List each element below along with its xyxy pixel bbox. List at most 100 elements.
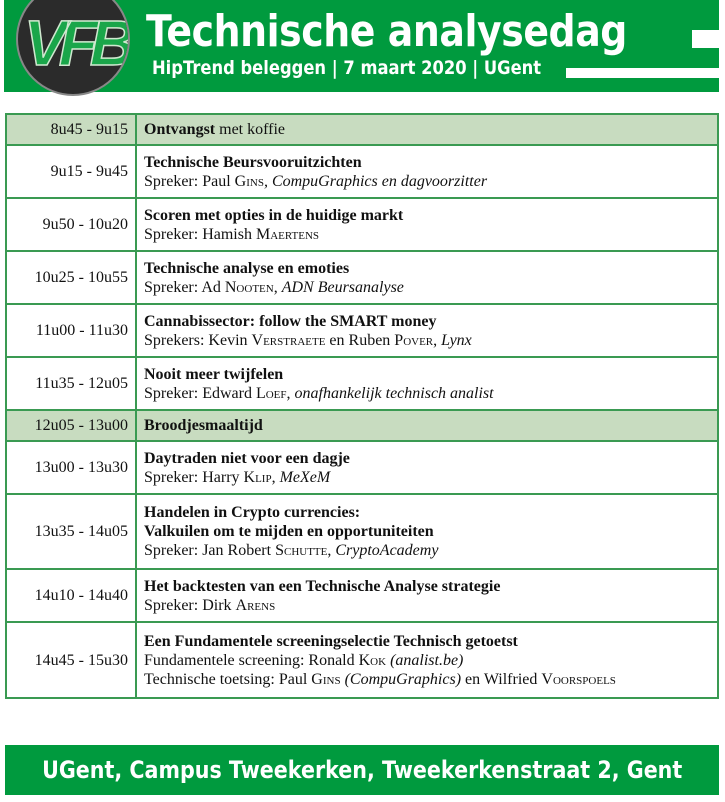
session-details: Ontvangst met koffie: [135, 113, 719, 146]
session-title: Technische analyse en emoties: [144, 259, 350, 277]
session-title-suffix: met koffie: [215, 121, 286, 138]
session-details: Het backtesten van een Technische Analys…: [135, 568, 719, 623]
speaker-text: Spreker: Paul: [144, 172, 235, 190]
schedule-row: 10u25 - 10u55 Technische analyse en emoti…: [5, 250, 719, 305]
speaker-text: Spreker: Ad: [144, 278, 225, 296]
session-title: Technische Beursvooruitzichten: [144, 153, 362, 171]
session-time: 10u25 - 10u55: [5, 250, 137, 305]
schedule-row: 9u50 - 10u20 Scoren met opties in de huid…: [5, 197, 719, 252]
speaker-name: Maertens: [255, 225, 320, 243]
decorative-bar: [692, 30, 723, 48]
speaker-line: Spreker: Edward Loef, onafhankelijk tech…: [144, 384, 710, 403]
speaker-text: ,: [271, 468, 280, 486]
session-details: Scoren met opties in de huidige markt Spr…: [135, 197, 719, 252]
session-time: 9u50 - 10u20: [5, 197, 137, 252]
speaker-affiliation: MeXeM: [279, 468, 331, 486]
schedule-row: 13u35 - 14u05 Handelen in Crypto currenci…: [5, 493, 719, 570]
page-title: Technische analysedag: [146, 6, 627, 57]
schedule-row: 12u05 - 13u00 Broodjesmaaltijd: [5, 409, 719, 442]
location-text: UGent, Campus Tweekerken, Tweekerkenstra…: [41, 756, 683, 784]
vfb-logo: VFB: [16, 0, 130, 96]
session-time: 11u35 - 12u05: [5, 356, 137, 411]
speaker-text: Spreker: Dirk: [144, 596, 236, 614]
speaker-affiliation: onafhankelijk technisch analist: [294, 384, 494, 402]
session-time: 9u15 - 9u45: [5, 144, 137, 199]
speaker-affiliation: (CompuGraphics): [344, 670, 462, 688]
session-details: Technische Beursvooruitzichten Spreker: P…: [135, 144, 719, 199]
session-details: Technische analyse en emoties Spreker: Ad…: [135, 250, 719, 305]
session-title: Valkuilen om te mijden en opportuniteite…: [144, 523, 434, 540]
session-details: Nooit meer twijfelen Spreker: Edward Loef…: [135, 356, 719, 411]
speaker-affiliation: ADN Beursanalyse: [281, 278, 404, 296]
session-title: Handelen in Crypto currencies:: [144, 504, 361, 521]
speaker-affiliation: CryptoAcademy: [335, 542, 439, 559]
session-title: Scoren met opties in de huidige markt: [144, 206, 404, 224]
speaker-line: Sprekers: Kevin Verstraete en Ruben Pove…: [144, 331, 710, 350]
speaker-text: Spreker: Jan Robert: [144, 542, 276, 559]
session-time: 12u05 - 13u00: [5, 409, 137, 442]
session-title: Cannabissector: follow the SMART money: [144, 312, 437, 330]
speaker-text: ,: [273, 278, 282, 296]
speaker-line: Spreker: Paul Gins, CompuGraphics en dag…: [144, 172, 710, 191]
speaker-line: Spreker: Ad Nooten, ADN Beursanalyse: [144, 278, 710, 297]
session-time: 13u00 - 13u30: [5, 440, 137, 495]
schedule-row: 14u10 - 14u40 Het backtesten van een Tech…: [5, 568, 719, 623]
speaker-affiliation: (analist.be): [390, 651, 464, 669]
speaker-text: ,: [327, 542, 336, 559]
session-details: Broodjesmaaltijd: [135, 409, 719, 442]
speaker-text: ,: [433, 331, 442, 349]
session-title: Broodjesmaaltijd: [144, 417, 263, 434]
speaker-line: Spreker: Harry Klip, MeXeM: [144, 468, 710, 487]
speaker-name: Nooten: [224, 278, 274, 296]
session-title: Een Fundamentele screeningselectie Techn…: [144, 632, 518, 650]
session-details: Daytraden niet voor een dagje Spreker: Ha…: [135, 440, 719, 495]
session-title: Ontvangst: [144, 121, 216, 138]
session-details: Een Fundamentele screeningselectie Techn…: [135, 621, 719, 699]
speaker-name: Arens: [235, 596, 276, 614]
schedule-row: 13u00 - 13u30 Daytraden niet voor een dag…: [5, 440, 719, 495]
session-details: Cannabissector: follow the SMART money Sp…: [135, 303, 719, 358]
footer-location: UGent, Campus Tweekerken, Tweekerkenstra…: [5, 745, 719, 795]
speaker-text: en Ruben: [325, 331, 395, 349]
speaker-text: Spreker: Harry: [144, 468, 244, 486]
schedule-row: 11u00 - 11u30 Cannabissector: follow the …: [5, 303, 719, 358]
session-title: Nooit meer twijfelen: [144, 365, 284, 383]
session-time: 8u45 - 9u15: [5, 113, 137, 146]
speaker-name: Kok: [358, 651, 387, 669]
schedule-row: 8u45 - 9u15 Ontvangst met koffie: [5, 113, 719, 146]
session-details: Handelen in Crypto currencies: Valkuilen …: [135, 493, 719, 570]
speaker-line: Technische toetsing: Paul Gins (CompuGra…: [144, 670, 710, 689]
schedule-row: 9u15 - 9u45 Technische Beursvooruitzichte…: [5, 144, 719, 199]
speaker-text: Fundamentele screening: Ronald: [144, 651, 359, 669]
session-time: 11u00 - 11u30: [5, 303, 137, 358]
speaker-name: Gins: [234, 172, 264, 190]
speaker-text: en Wilfried: [461, 670, 542, 688]
schedule-table: 8u45 - 9u15 Ontvangst met koffie 9u15 - 9u…: [5, 113, 719, 699]
speaker-affiliation: Lynx: [441, 331, 472, 349]
page-subtitle: HipTrend beleggen | 7 maart 2020 | UGent: [152, 57, 542, 79]
speaker-affiliation: , CompuGraphics en dagvoorzitter: [263, 172, 488, 190]
session-time: 14u10 - 14u40: [5, 568, 137, 623]
speaker-name: Klip: [243, 468, 272, 486]
session-time: 14u45 - 15u30: [5, 621, 137, 699]
speaker-text: Technische toetsing: Paul: [144, 670, 312, 688]
session-title: Daytraden niet voor een dagje: [144, 449, 350, 467]
schedule-row: 11u35 - 12u05 Nooit meer twijfelen Spreker…: [5, 356, 719, 411]
speaker-name: Voorspoels: [541, 670, 616, 688]
speaker-line: Spreker: Dirk Arens: [144, 596, 710, 615]
speaker-name: Loef: [255, 384, 287, 402]
speaker-name: Gins: [311, 670, 341, 688]
speaker-line: Fundamentele screening: Ronald Kok (anal…: [144, 651, 710, 670]
speaker-name: Pover: [394, 331, 434, 349]
schedule-row: 14u45 - 15u30 Een Fundamentele screenings…: [5, 621, 719, 699]
speaker-line: Spreker: Hamish Maertens: [144, 225, 710, 244]
session-title: Het backtesten van een Technische Analys…: [144, 577, 501, 595]
speaker-text: ,: [286, 384, 295, 402]
speaker-name: Schutte: [275, 542, 328, 559]
header-banner: VFB Technische analysedag HipTrend beleg…: [4, 0, 723, 96]
decorative-bar: [566, 68, 723, 78]
speaker-text: Sprekers: Kevin: [144, 331, 252, 349]
speaker-text: Spreker: Edward: [144, 384, 256, 402]
speaker-name: Verstraete: [251, 331, 326, 349]
speaker-line: Spreker: Jan Robert Schutte, CryptoAcade…: [144, 541, 710, 560]
